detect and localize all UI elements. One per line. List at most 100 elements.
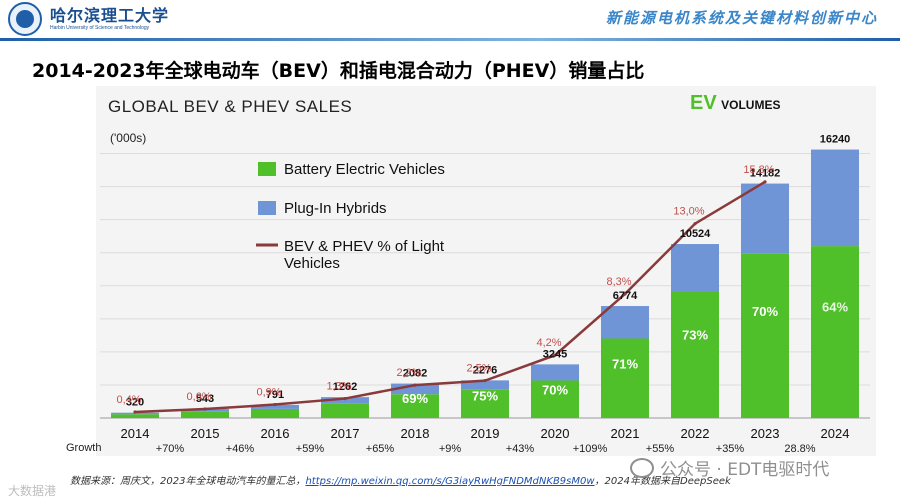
share-label-2015: 0,6% — [186, 391, 211, 403]
bar-phev-2022 — [671, 244, 719, 292]
bars — [111, 149, 859, 418]
total-label-2022: 10524 — [680, 228, 711, 240]
bar-bev-2016 — [251, 408, 299, 418]
data-labels: 320 2014 +70% 543 2015 +46% 791 2016 +59% 1262 201… — [116, 134, 850, 455]
growth-label: Growth — [66, 442, 102, 454]
bar-bev-2020 — [531, 380, 579, 418]
bar-phev-2016 — [251, 404, 299, 409]
growth-label-1: +46% — [226, 443, 255, 455]
share-label-2019: 2,5% — [466, 363, 491, 375]
share-point-2020 — [553, 353, 557, 357]
source-citation-text: 2023年全球电动汽车的量汇总， — [160, 476, 306, 487]
bar-bev-2024 — [811, 246, 859, 418]
watermark-left: 大数据港 — [8, 484, 57, 498]
share-label-2020: 4,2% — [536, 337, 561, 349]
growth-label-0: +70% — [156, 443, 185, 455]
source-citation: 数据来源：周庆文，2023年全球电动汽车的量汇总，https://mp.weix… — [70, 472, 731, 487]
slide-header: 哈尔滨理工大学 Harbin University of Science and… — [0, 0, 900, 38]
share-line — [133, 180, 767, 414]
legend-label-share-1: BEV & PHEV % of Light — [284, 238, 445, 255]
bar-bev-2021 — [601, 338, 649, 418]
growth-label-4: +9% — [439, 443, 462, 455]
legend-label-share-2: Vehicles — [284, 255, 340, 272]
legend-swatch-phev — [258, 201, 276, 215]
bar-phev-2018 — [391, 383, 439, 395]
share-point-2015 — [203, 407, 207, 411]
university-seal-icon — [8, 2, 42, 36]
bev-share-label-2018: 69% — [402, 391, 428, 406]
share-line-path — [134, 180, 766, 414]
total-label-2023: 14182 — [750, 168, 781, 180]
volumes-label: VOLUMES — [721, 98, 781, 112]
bar-phev-2020 — [531, 364, 579, 381]
share-label-2021: 8,3% — [606, 276, 631, 288]
share-label-2023: 15,8% — [743, 164, 774, 176]
growth-label-2: +59% — [296, 443, 325, 455]
bev-share-label-2024: 64% — [822, 299, 848, 314]
bev-share-label-2020: 70% — [542, 383, 568, 398]
share-point-2018 — [413, 383, 417, 387]
bar-phev-2017 — [321, 397, 369, 404]
bar-bev-2022 — [671, 291, 719, 418]
share-label-2018: 2,2% — [396, 367, 421, 379]
bar-bev-2023 — [741, 253, 789, 418]
source-prefix: 数据来源：周庆文， — [70, 476, 160, 487]
x-tick-2020: 2020 — [541, 426, 570, 441]
share-point-2014 — [133, 410, 137, 414]
header-divider — [0, 38, 900, 41]
x-tick-2015: 2015 — [191, 426, 220, 441]
total-label-2017: 1262 — [333, 381, 357, 393]
ev-label: EV — [690, 92, 717, 114]
x-tick-2021: 2021 — [611, 426, 640, 441]
growth-label-7: +55% — [646, 443, 675, 455]
legend-label-bev: Battery Electric Vehicles — [284, 161, 445, 178]
share-point-2021 — [623, 292, 627, 296]
growth-label-3: +65% — [366, 443, 395, 455]
university-name: 哈尔滨理工大学 — [50, 5, 170, 25]
ev-volumes-label: EV VOLUMES — [690, 92, 780, 115]
growth-label-6: +109% — [573, 443, 608, 455]
bar-bev-2018 — [391, 394, 439, 418]
bev-share-label-2023: 70% — [752, 304, 778, 319]
units-label: ('000s) — [110, 131, 147, 145]
x-tick-2019: 2019 — [471, 426, 500, 441]
x-tick-2018: 2018 — [401, 426, 430, 441]
x-tick-2014: 2014 — [121, 426, 150, 441]
bev-share-label-2021: 71% — [612, 357, 638, 372]
watermark-right: 公众号 · EDT电驱时代 — [630, 455, 829, 480]
share-point-2017 — [343, 396, 347, 401]
legend-swatch-bev — [258, 162, 276, 176]
bar-phev-2019 — [461, 380, 509, 390]
growth-label-9: 28.8% — [784, 443, 815, 455]
x-tick-2017: 2017 — [331, 426, 360, 441]
share-label-2022: 13,0% — [673, 206, 704, 218]
share-point-2019 — [483, 379, 487, 383]
growth-label-8: +35% — [716, 443, 745, 455]
total-label-2019: 2276 — [473, 364, 497, 376]
bar-bev-2014 — [111, 414, 159, 418]
legend: Battery Electric Vehicles Plug-In Hybrid… — [256, 161, 445, 272]
x-tick-2024: 2024 — [821, 426, 850, 441]
source-link[interactable]: https://mp.weixin.qq.com/s/G3iayRwHgFNDM… — [305, 476, 595, 487]
center-name: 新能源电机系统及关键材料创新中心 — [605, 9, 878, 27]
bar-phev-2024 — [811, 149, 859, 247]
wechat-icon — [630, 457, 654, 478]
total-label-2015: 543 — [196, 393, 214, 405]
total-label-2020: 3245 — [543, 348, 567, 360]
x-tick-2023: 2023 — [751, 426, 780, 441]
growth-label-5: +43% — [506, 443, 535, 455]
x-tick-2022: 2022 — [681, 426, 710, 441]
share-point-2022 — [693, 222, 697, 226]
total-label-2024: 16240 — [820, 134, 851, 146]
bar-bev-2017 — [321, 403, 369, 418]
share-label-2014: 0,4% — [116, 394, 141, 406]
total-label-2018: 2082 — [403, 368, 427, 380]
share-label-2016: 0,9% — [256, 387, 281, 399]
share-label-2017: 1,3% — [326, 381, 351, 393]
total-label-2016: 791 — [266, 389, 284, 401]
slide-title: 2014-2023年全球电动车（BEV）和插电混合动力（PHEV）销量占比 — [32, 60, 645, 82]
total-label-2021: 6774 — [613, 290, 638, 302]
share-point-2023 — [763, 180, 767, 184]
university-name-en: Harbin University of Science and Technol… — [50, 24, 150, 31]
